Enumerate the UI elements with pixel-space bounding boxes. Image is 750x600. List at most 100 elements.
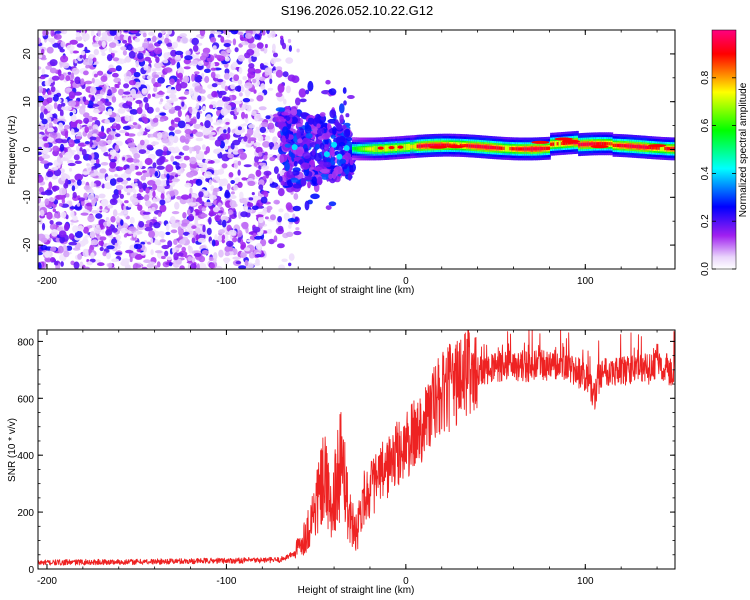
heatmap-cell <box>211 90 218 98</box>
heatmap-cell <box>109 178 117 186</box>
heatmap-cell <box>108 67 117 73</box>
heatmap-cell <box>107 36 113 42</box>
heatmap-cell <box>515 147 519 151</box>
heatmap-cell <box>373 145 377 152</box>
colorbar-tick-label: 0.6 <box>700 118 711 132</box>
heatmap-cell <box>531 140 550 144</box>
heatmap-cell <box>285 202 293 211</box>
heatmap-cell <box>230 30 239 35</box>
heatmap-cell <box>638 145 642 149</box>
heatmap-cell <box>272 43 276 52</box>
heatmap-cell <box>123 83 130 89</box>
heatmap-cell <box>57 103 63 112</box>
heatmap-cell <box>70 72 74 78</box>
colorbar-tick-label: 0.4 <box>700 166 711 180</box>
heatmap-cell <box>543 146 547 151</box>
heatmap-cell <box>128 79 136 86</box>
heatmap-cell <box>109 161 117 168</box>
heatmap-cell <box>99 236 107 241</box>
heatmap-cell <box>143 96 149 103</box>
heatmap-cell <box>273 58 282 62</box>
heatmap-cell <box>255 214 264 218</box>
heatmap-cell <box>167 146 176 152</box>
heatmap-cell <box>87 100 94 109</box>
heatmap-cell <box>150 249 154 256</box>
heatmap-cell <box>286 170 294 179</box>
heatmap-cell <box>89 136 97 141</box>
heatmap-cell <box>127 96 134 103</box>
heatmap-cell <box>225 133 231 140</box>
heatmap-cell <box>126 192 131 196</box>
snr-series-line <box>38 330 675 566</box>
heatmap-cell <box>100 162 109 166</box>
heatmap-cell <box>50 86 56 93</box>
heatmap-cell <box>207 84 214 89</box>
heatmap-cell <box>118 88 124 96</box>
heatmap-cell <box>336 153 343 160</box>
heatmap-cell <box>358 147 362 151</box>
heatmap-cell <box>124 115 130 122</box>
heatmap-cell <box>275 92 283 98</box>
heatmap-cell <box>132 158 138 163</box>
heatmap-cell <box>612 143 616 147</box>
heatmap-cell <box>232 139 241 146</box>
heatmap-cell <box>203 171 213 179</box>
heatmap-cell <box>297 138 303 144</box>
heatmap-cell <box>279 155 285 164</box>
heatmap-cell <box>179 163 187 169</box>
heatmap-cell <box>201 250 209 255</box>
heatmap-cell <box>93 169 99 175</box>
heatmap-cell <box>281 258 288 263</box>
heatmap-cell <box>110 125 117 129</box>
heatmap-cell <box>40 160 49 164</box>
heatmap-cell <box>260 83 266 90</box>
heatmap-cell <box>123 165 127 170</box>
heatmap-cell <box>642 145 646 149</box>
heatmap-cell <box>260 238 267 247</box>
heatmap-cell <box>123 76 132 83</box>
heatmap-cell <box>621 144 624 148</box>
heatmap-cell <box>148 230 156 238</box>
heatmap-cell <box>659 145 663 152</box>
heatmap-cell <box>166 173 170 180</box>
heatmap-cell <box>216 178 220 182</box>
heatmap-cell <box>522 147 525 151</box>
heatmap-cell <box>81 148 87 157</box>
heatmap-cell <box>227 126 231 134</box>
heatmap-cell <box>136 248 142 253</box>
heatmap-cell <box>207 160 215 164</box>
heatmap-cell <box>141 266 148 269</box>
heatmap-cell <box>112 57 120 62</box>
heatmap-cell <box>194 73 198 77</box>
heatmap-cell <box>56 156 61 163</box>
heatmap-cell <box>204 202 213 207</box>
heatmap-cell <box>560 141 564 146</box>
heatmap-cell <box>266 30 270 35</box>
heatmap-cell <box>51 166 59 171</box>
heatmap-cell <box>133 47 138 53</box>
heatmap-cell <box>288 224 292 229</box>
heatmap-cell <box>92 124 99 131</box>
heatmap-cell <box>466 144 469 148</box>
heatmap-cell <box>57 69 62 77</box>
heatmap-cell <box>129 30 139 34</box>
heatmap-cell <box>336 123 343 131</box>
heatmap-cell <box>244 259 249 267</box>
heatmap-cell <box>136 230 143 235</box>
heatmap-cell <box>240 86 245 93</box>
heatmap-cell <box>209 104 214 109</box>
heatmap-cell <box>139 160 143 169</box>
heatmap-cell <box>137 52 144 60</box>
heatmap-cell <box>61 198 66 204</box>
heatmap-cell <box>299 98 307 103</box>
heatmap-cell <box>109 198 118 206</box>
heatmap-cell <box>59 109 64 117</box>
heatmap-cell <box>290 108 298 116</box>
heatmap-cell <box>247 180 256 186</box>
heatmap-cell <box>165 223 170 231</box>
heatmap-cell <box>187 256 193 262</box>
heatmap-cell <box>155 149 164 157</box>
heatmap-cell <box>123 30 129 33</box>
heatmap-cell <box>127 203 133 208</box>
heatmap-cell <box>142 145 147 150</box>
